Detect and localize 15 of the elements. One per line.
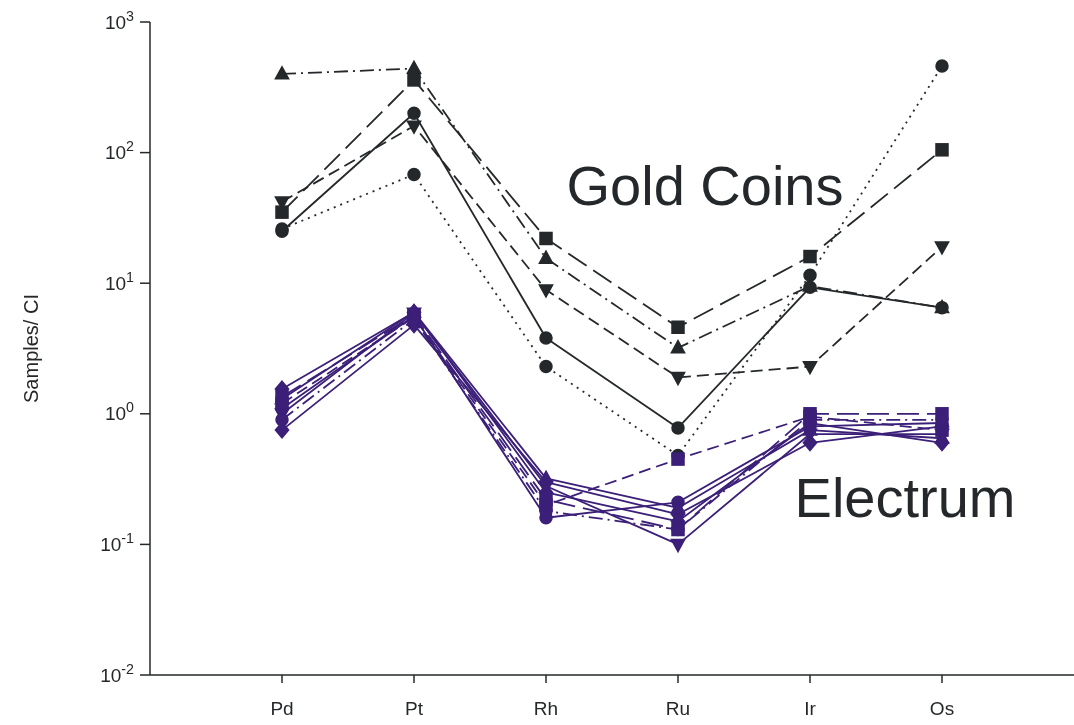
y-tick-label: 10$^{2}$ bbox=[104, 138, 135, 164]
x-tick-label: Ru bbox=[665, 698, 691, 719]
y-tick-label: 10$^{3}$ bbox=[104, 7, 135, 33]
annotation: Electrum bbox=[794, 466, 1016, 529]
x-tick-label: Rh bbox=[533, 698, 559, 719]
x-tick-label: Os bbox=[929, 698, 955, 719]
x-tick-label: Ir bbox=[804, 698, 817, 719]
y-axis-title: Samples/ CI bbox=[20, 294, 42, 403]
y-tick-label: 10$^{1}$ bbox=[104, 268, 135, 294]
y-tick-label: 10$^{0}$ bbox=[104, 399, 135, 425]
y-tick-label: 10$^{-2}$ bbox=[100, 660, 135, 686]
x-tick-label: Pt bbox=[405, 698, 424, 719]
annotation: Gold Coins bbox=[566, 154, 844, 217]
y-tick-label: 10$^{-1}$ bbox=[100, 530, 135, 556]
x-tick-label: Pd bbox=[270, 698, 294, 719]
